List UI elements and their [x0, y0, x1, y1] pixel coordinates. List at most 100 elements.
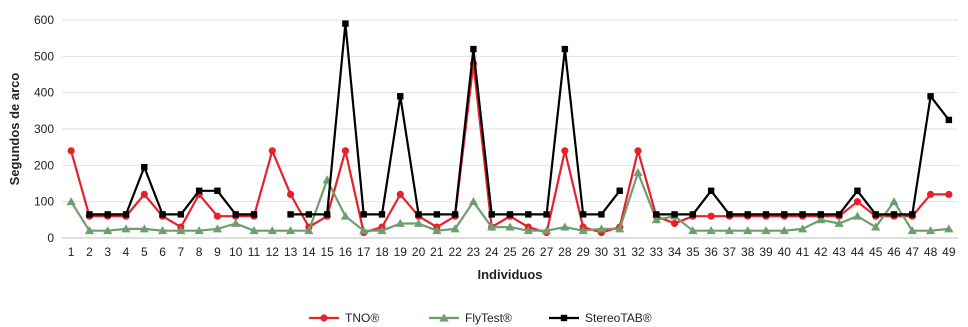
data-point	[817, 211, 825, 218]
data-point	[854, 187, 861, 194]
data-point	[560, 222, 570, 231]
x-tick-label: 20	[412, 245, 426, 259]
data-point	[249, 226, 259, 235]
x-tick-label: 3	[104, 245, 111, 259]
data-point	[194, 226, 204, 235]
data-point	[505, 222, 515, 231]
data-point	[889, 197, 899, 206]
data-point	[596, 224, 607, 233]
data-point	[779, 226, 789, 235]
x-tick-label: 17	[357, 245, 371, 259]
x-tick-label: 16	[339, 245, 353, 259]
data-point	[688, 226, 698, 235]
data-point	[834, 218, 844, 227]
x-tick-label: 31	[613, 245, 627, 259]
data-point	[871, 222, 881, 231]
x-tick-label: 2	[86, 245, 93, 259]
data-point	[84, 226, 95, 235]
x-tick-label: 35	[686, 245, 700, 259]
legend-label: FlyTest®	[465, 311, 512, 325]
x-tick-label: 10	[229, 245, 243, 259]
series-1	[67, 60, 953, 237]
data-point	[523, 226, 533, 235]
data-point	[651, 215, 661, 224]
x-tick-label: 45	[869, 245, 883, 259]
y-tick-label: 500	[34, 49, 54, 63]
data-point	[926, 190, 935, 198]
data-point	[743, 226, 753, 235]
x-tick-label: 46	[887, 245, 901, 259]
x-tick-label: 49	[942, 245, 956, 259]
data-point	[541, 226, 552, 235]
x-tick-label: 15	[320, 245, 334, 259]
x-tick-label: 34	[668, 245, 682, 259]
data-point	[104, 211, 111, 218]
x-tick-label: 44	[851, 245, 865, 259]
data-point	[633, 168, 643, 177]
legend-label: TNO®	[345, 311, 379, 325]
legend-marker	[560, 314, 568, 322]
x-axis-ticks: 1 2 3 4 5 6 7 8 9 10 11 12 13 14 15 16 17 18 19 20 21 22 23 24 2…	[68, 245, 956, 259]
data-point	[122, 211, 130, 218]
data-point	[231, 218, 241, 227]
data-point	[415, 211, 422, 218]
y-tick-label: 300	[34, 122, 54, 136]
data-point	[578, 226, 588, 235]
data-point	[488, 211, 495, 218]
series-3	[86, 20, 953, 218]
data-point	[653, 211, 660, 218]
data-point	[927, 93, 934, 100]
series-layer	[66, 20, 954, 237]
x-tick-label: 9	[214, 245, 221, 259]
data-point	[706, 226, 716, 235]
data-point	[450, 224, 460, 233]
x-tick-label: 33	[650, 245, 664, 259]
data-point	[103, 226, 113, 235]
x-tick-label: 32	[631, 245, 645, 259]
data-point	[744, 211, 751, 218]
data-point	[177, 211, 185, 218]
x-tick-label: 8	[196, 245, 203, 259]
data-point	[890, 211, 898, 218]
data-point	[140, 190, 148, 198]
data-point	[671, 211, 678, 218]
x-tick-label: 22	[448, 245, 462, 259]
x-tick-label: 13	[284, 245, 298, 259]
data-point	[945, 116, 953, 124]
x-tick-label: 27	[540, 245, 554, 259]
x-tick-label: 11	[248, 245, 261, 259]
data-point	[213, 212, 222, 220]
data-point	[506, 211, 514, 218]
data-point	[195, 187, 203, 194]
x-tick-label: 29	[576, 245, 590, 259]
data-point	[86, 211, 93, 218]
data-point	[121, 224, 131, 233]
x-tick-label: 40	[778, 245, 792, 259]
y-tick-label: 0	[47, 231, 54, 245]
data-point	[470, 45, 477, 53]
x-tick-label: 12	[266, 245, 280, 259]
y-tick-label: 100	[34, 195, 54, 209]
data-point	[707, 212, 715, 220]
x-tick-label: 30	[595, 245, 609, 259]
series-line	[89, 166, 254, 216]
x-tick-label: 41	[796, 245, 810, 259]
data-point	[433, 211, 441, 218]
data-point	[852, 211, 863, 220]
x-tick-label: 21	[430, 245, 444, 259]
data-point	[413, 218, 424, 227]
x-tick-label: 7	[178, 245, 185, 259]
x-tick-label: 18	[375, 245, 389, 259]
y-axis-ticks: 0 100 200 300 400 500 600	[34, 13, 54, 245]
legend-item: TNO®	[309, 311, 379, 325]
data-point	[561, 147, 569, 155]
data-point	[139, 224, 149, 233]
data-point	[285, 226, 296, 235]
legend-marker	[439, 313, 449, 322]
data-point	[176, 226, 186, 235]
data-point	[212, 224, 223, 233]
data-point	[378, 211, 386, 218]
data-point	[377, 226, 387, 235]
data-point	[872, 211, 879, 218]
legend: TNO® FlyTest® StereoTAB®	[309, 311, 652, 325]
